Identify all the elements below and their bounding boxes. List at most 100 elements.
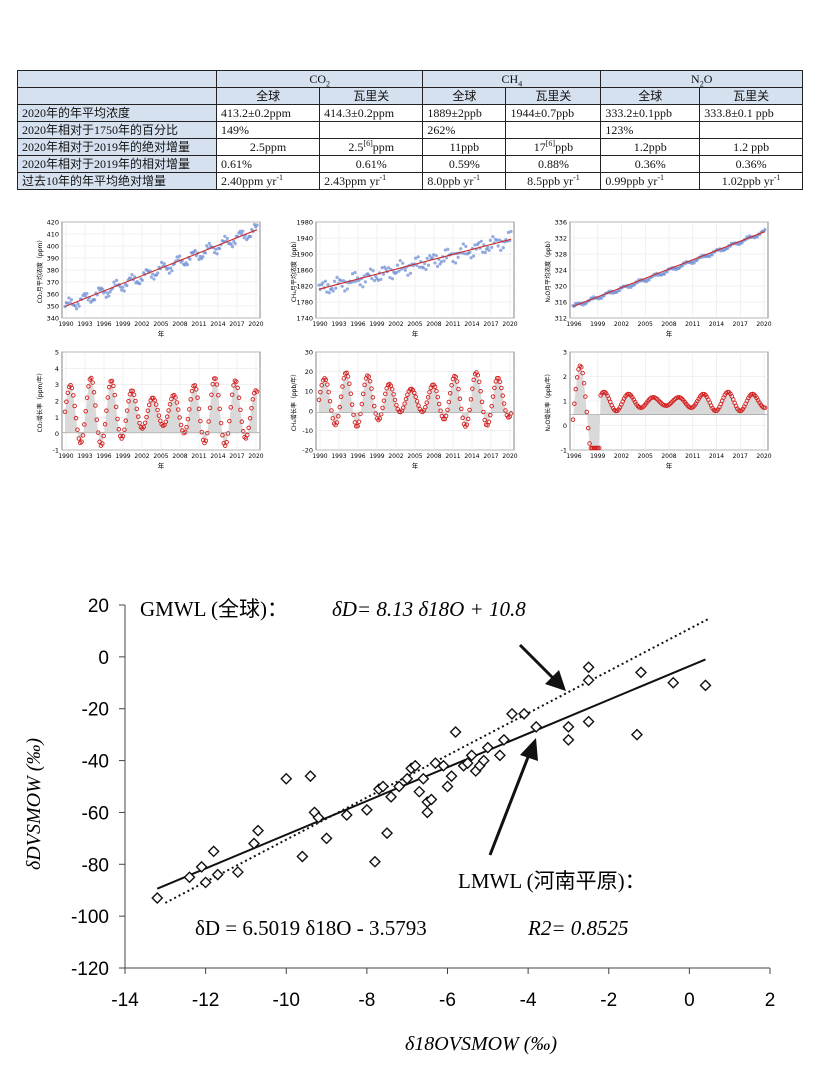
data-point xyxy=(680,264,685,268)
data-point xyxy=(363,280,367,284)
ghg-summary-table: CO2 CH4 N2O 全球 瓦里关 全球 瓦里关 全球 瓦里关 2020年的年… xyxy=(17,70,803,190)
data-point xyxy=(352,420,358,425)
data-point xyxy=(488,238,492,243)
data-point xyxy=(432,253,436,257)
data-point xyxy=(461,757,474,770)
lmwl-arrow xyxy=(488,738,538,856)
y-tick-label: 410 xyxy=(47,231,59,239)
table-cell: 1.2ppb xyxy=(600,138,701,156)
table-corner-cell xyxy=(17,87,217,105)
data-point xyxy=(211,868,224,881)
data-point xyxy=(372,403,377,409)
data-point xyxy=(188,397,193,402)
table-cell: 0.61% xyxy=(319,155,424,173)
gmwl-line xyxy=(164,617,710,904)
data-point xyxy=(242,236,246,240)
y-tick-label: 320 xyxy=(555,283,567,291)
x-tick-label: 2014 xyxy=(210,453,225,460)
data-point xyxy=(372,279,377,283)
data-point xyxy=(323,279,328,283)
data-point xyxy=(590,445,595,451)
data-point xyxy=(225,236,229,240)
data-point xyxy=(112,392,117,398)
x-tick-label: 2011 xyxy=(445,321,460,328)
data-point xyxy=(326,283,330,287)
data-point xyxy=(707,254,712,259)
y-tick-label: 5 xyxy=(55,349,59,357)
data-point xyxy=(76,302,80,306)
data-point xyxy=(496,244,500,248)
data-point xyxy=(195,860,208,873)
data-point xyxy=(499,385,504,391)
row-label: 2020年相对于2019年的相对增量 xyxy=(17,155,217,173)
data-point xyxy=(441,416,446,422)
data-point xyxy=(337,404,342,410)
y-tick-label: 0 xyxy=(563,422,567,430)
data-point xyxy=(145,408,151,414)
data-point xyxy=(416,255,420,259)
data-point xyxy=(142,420,148,426)
data-point xyxy=(214,247,218,251)
x-tick-label: 2008 xyxy=(661,321,676,328)
data-point xyxy=(71,393,76,398)
data-point xyxy=(353,270,357,275)
data-point xyxy=(332,279,337,283)
data-point xyxy=(456,386,461,392)
data-point xyxy=(102,422,108,427)
table-cell: 2.5[6]ppm xyxy=(319,138,424,156)
data-point xyxy=(451,259,455,264)
data-point xyxy=(417,265,422,269)
data-point xyxy=(67,296,71,300)
data-point xyxy=(339,279,343,283)
data-point xyxy=(453,374,458,380)
data-point xyxy=(453,261,458,265)
data-point xyxy=(252,824,265,837)
data-point xyxy=(152,277,156,281)
x-tick-label: 2020 xyxy=(756,453,771,460)
data-point xyxy=(354,279,358,283)
data-point xyxy=(423,261,427,266)
data-point xyxy=(69,298,74,302)
data-point xyxy=(207,241,211,245)
data-point xyxy=(464,422,470,427)
data-point xyxy=(76,436,82,441)
data-point xyxy=(445,770,458,783)
data-point xyxy=(487,248,491,252)
data-point xyxy=(497,238,502,242)
data-point xyxy=(206,419,211,424)
x-tick-label: 2011 xyxy=(685,321,700,328)
x-tick-label: 1996 xyxy=(566,453,581,460)
x-tick-label: 1993 xyxy=(77,321,92,328)
site-header: 全球 xyxy=(600,87,701,105)
table-row: 2020年相对于1750年的百分比 149% 262% 123% xyxy=(17,121,803,139)
site-header: 全球 xyxy=(215,87,321,105)
x-axis-title: 年 xyxy=(412,461,419,470)
data-point xyxy=(130,272,134,277)
x-tick-label: 2005 xyxy=(407,321,422,328)
data-point xyxy=(109,378,115,384)
y-tick-label: 1940 xyxy=(296,235,313,243)
data-point xyxy=(488,412,493,418)
data-point xyxy=(234,379,239,384)
table-cell xyxy=(505,121,602,139)
data-point xyxy=(699,679,712,692)
data-point xyxy=(177,415,182,420)
data-point xyxy=(436,401,442,407)
data-point xyxy=(383,391,388,397)
x-tick-label: 1999 xyxy=(115,453,130,460)
x-tick-label: 2017 xyxy=(733,453,748,460)
data-point xyxy=(726,246,730,250)
data-point xyxy=(469,256,473,260)
data-point xyxy=(432,384,438,390)
table-cell xyxy=(319,121,424,139)
table-cell: 1.2 ppb xyxy=(699,138,803,156)
data-point xyxy=(129,276,133,280)
data-point xyxy=(472,254,476,258)
y-tick-label: 370 xyxy=(47,279,59,287)
data-point xyxy=(85,291,89,296)
data-point xyxy=(579,364,584,370)
table-cell: 2.5ppm xyxy=(215,138,321,156)
x-tick-label: 2017 xyxy=(733,321,748,328)
data-point xyxy=(401,261,405,265)
data-point xyxy=(425,256,429,260)
